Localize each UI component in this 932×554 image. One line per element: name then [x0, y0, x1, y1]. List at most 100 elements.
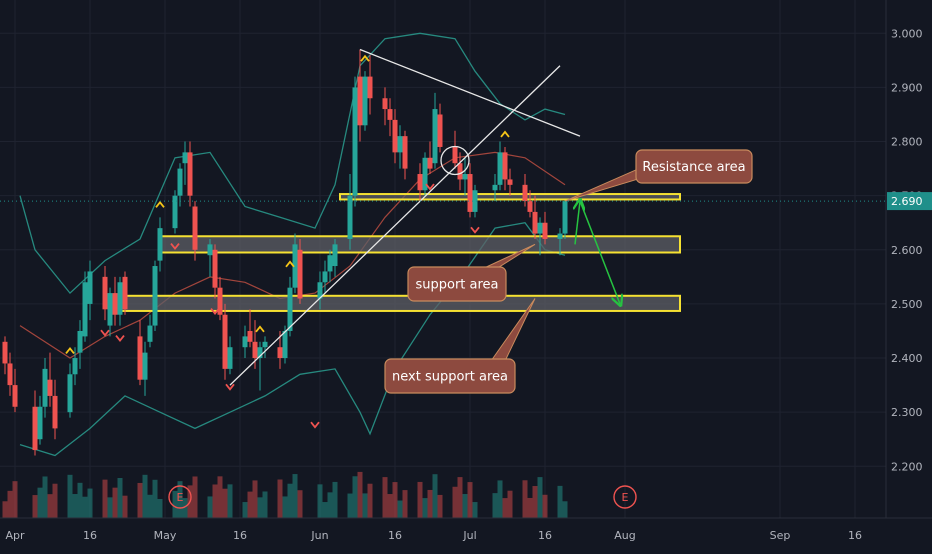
volume-bar	[492, 493, 498, 518]
candle-body	[322, 271, 328, 283]
y-tick-label: 2.200	[891, 460, 923, 473]
volume-bar	[192, 476, 198, 518]
volume-bar	[317, 484, 323, 518]
candle-body	[52, 395, 58, 429]
volume-bar	[367, 483, 373, 518]
candle-body	[292, 244, 298, 288]
volume-bar	[67, 474, 73, 518]
volume-bar	[207, 496, 213, 518]
volume-bar	[532, 486, 538, 518]
candle-body	[37, 406, 43, 440]
volume-bar	[382, 477, 388, 518]
volume-bar	[177, 481, 183, 518]
volume-bar	[227, 484, 233, 518]
candle-body	[252, 341, 258, 359]
volume-bar	[562, 501, 568, 518]
volume-bar	[497, 480, 503, 518]
last-price-tag	[887, 192, 932, 211]
callout-box	[635, 149, 753, 184]
candle-body	[47, 379, 53, 396]
candle-body	[137, 336, 143, 380]
y-tick-label: 2.900	[891, 81, 923, 94]
volume-bar	[82, 496, 88, 518]
candle-body	[242, 336, 248, 348]
callout-label: Resistance area	[642, 160, 745, 175]
buy-signal-marker	[155, 200, 165, 208]
x-tick-label: 16	[848, 529, 862, 542]
candle-body	[82, 282, 88, 337]
volume-bar	[152, 479, 158, 518]
candle-body	[147, 325, 153, 342]
candle-body	[527, 201, 533, 212]
candle-body	[107, 293, 113, 326]
projection-arrow	[579, 200, 620, 304]
callout: Resistance area	[564, 149, 753, 202]
candle-body	[352, 87, 358, 196]
candle-body	[157, 228, 163, 261]
candle-body	[397, 136, 403, 153]
candle-body	[472, 190, 478, 212]
x-tick-label: 16	[538, 529, 552, 542]
candle-body	[102, 276, 108, 310]
volume-bar	[357, 471, 363, 518]
next-support-zone	[119, 294, 681, 312]
buy-signal-marker	[285, 260, 295, 268]
callout: support area	[407, 243, 536, 302]
volume-bar	[37, 487, 43, 518]
volume-bar	[292, 474, 298, 518]
candle-body	[217, 287, 223, 315]
volume-bar	[257, 497, 263, 518]
volume-bar	[122, 495, 128, 518]
candle-body	[537, 222, 543, 234]
earnings-marker-icon	[168, 485, 192, 509]
volume-bar	[247, 491, 253, 518]
volume-bar	[182, 498, 188, 518]
candle-body	[387, 109, 393, 120]
volume-bar	[222, 488, 228, 518]
volume-bar	[502, 498, 508, 518]
x-tick-label: Aug	[614, 529, 635, 542]
candle-body	[282, 330, 288, 359]
y-tick-label: 3.000	[891, 27, 923, 40]
volume-bar	[392, 482, 398, 518]
volume-bar	[32, 495, 38, 518]
x-tick-label: Sep	[770, 529, 791, 542]
volume-bar	[427, 489, 433, 518]
volume-bar	[417, 481, 423, 518]
volume-bar	[212, 484, 218, 518]
volume-bar	[172, 490, 178, 518]
volume-bar	[137, 482, 143, 518]
volume-bar	[397, 500, 403, 518]
candle-body	[357, 76, 363, 126]
earnings-marker-icon	[613, 485, 637, 509]
volume-bar	[52, 483, 58, 518]
y-tick-label: 2.300	[891, 406, 923, 419]
volume-bar	[542, 494, 548, 518]
candle-body	[207, 244, 213, 256]
bollinger-upper-band	[19, 32, 566, 295]
bollinger-lower-band	[19, 221, 566, 457]
volume-bar	[42, 476, 48, 518]
volume-bar	[117, 477, 123, 518]
candle-body	[422, 157, 428, 191]
buy-signal-marker	[500, 130, 510, 138]
candle-body	[497, 152, 503, 185]
candle-body	[467, 174, 473, 212]
volume-bar	[522, 480, 528, 518]
candle-body	[427, 157, 433, 169]
volume-bar	[322, 502, 328, 518]
volume-bar	[327, 492, 333, 518]
candle-body	[257, 347, 263, 359]
callout-label: support area	[415, 278, 498, 293]
sell-signal-marker	[225, 383, 235, 391]
volume-bar	[432, 474, 438, 518]
candle-body	[177, 168, 183, 196]
volume-bar	[282, 496, 288, 518]
volume-bar	[402, 490, 408, 518]
x-tick-label: Jun	[310, 529, 328, 542]
volume-bar	[362, 493, 368, 518]
earnings-marker-label: E	[622, 491, 629, 504]
candle-body	[42, 368, 48, 407]
volume-bar	[72, 494, 78, 518]
